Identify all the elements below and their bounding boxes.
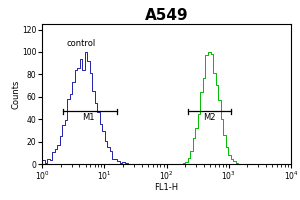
Y-axis label: Counts: Counts	[12, 79, 21, 109]
Text: M2: M2	[203, 113, 216, 122]
Text: control: control	[67, 39, 96, 48]
Text: M1: M1	[82, 113, 94, 122]
Title: A549: A549	[145, 8, 188, 23]
X-axis label: FL1-H: FL1-H	[154, 183, 178, 192]
